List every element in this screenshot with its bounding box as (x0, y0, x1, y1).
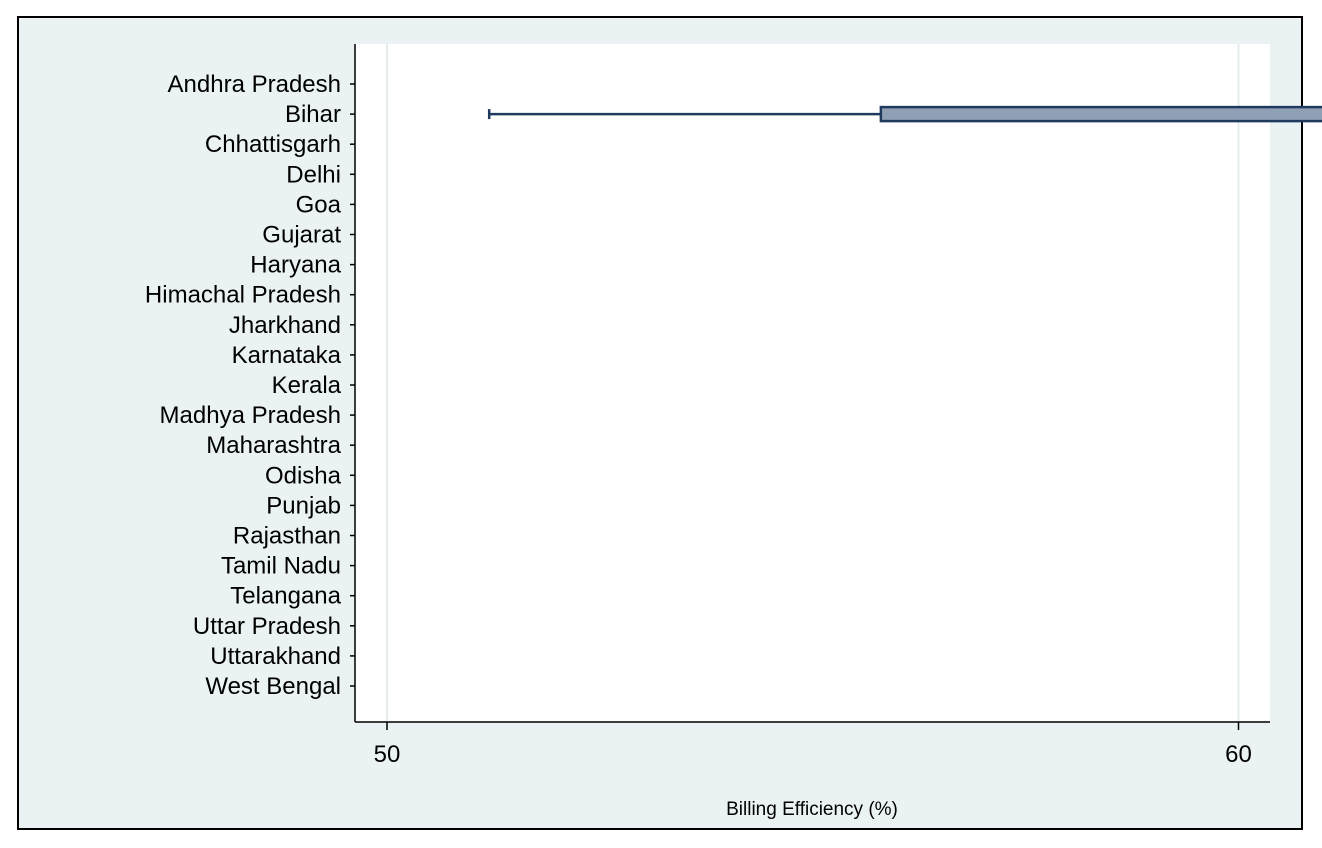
y-tick-label: Goa (296, 191, 342, 218)
boxes (487, 105, 1322, 123)
x-axis-label: Billing Efficiency (%) (726, 799, 898, 820)
y-tick-label: Tamil Nadu (221, 553, 341, 580)
y-tick-label: Punjab (266, 492, 341, 519)
y-tick-label: Delhi (286, 161, 341, 188)
y-tick-label: Bihar (285, 101, 341, 128)
x-tick-labels: 5060708090100 (374, 722, 1252, 768)
y-tick-label: Uttar Pradesh (193, 613, 341, 640)
y-tick-label: Gujarat (262, 222, 341, 249)
y-tick-label: Maharashtra (206, 432, 341, 459)
y-tick-label: Haryana (250, 252, 341, 279)
y-tick-label: Odisha (265, 462, 342, 489)
x-tick-label-60: 60 (1225, 741, 1252, 768)
y-tick-label: Himachal Pradesh (145, 282, 341, 309)
gridlines (386, 44, 1240, 722)
y-tick-label: Jharkhand (229, 312, 341, 339)
x-tick-label-50: 50 (374, 741, 401, 768)
plot-area (355, 44, 1270, 722)
y-tick-label: Andhra Pradesh (168, 71, 341, 98)
iqr-box (879, 105, 1322, 123)
y-tick-label: Karnataka (232, 342, 342, 369)
y-tick-label: Madhya Pradesh (160, 402, 341, 429)
y-tick-label: Rajasthan (233, 523, 341, 550)
y-tick-label: Uttarakhand (210, 643, 341, 670)
y-tick-label: Telangana (230, 583, 341, 610)
y-tick-label: Kerala (272, 372, 342, 399)
box-group (487, 105, 1322, 123)
y-tick-label: Chhattisgarh (205, 131, 341, 158)
y-tick-label: West Bengal (205, 673, 341, 700)
y-tick-labels: Andhra Pradesh Bihar Chhattisgarh Delhi Goa G… (145, 71, 355, 700)
